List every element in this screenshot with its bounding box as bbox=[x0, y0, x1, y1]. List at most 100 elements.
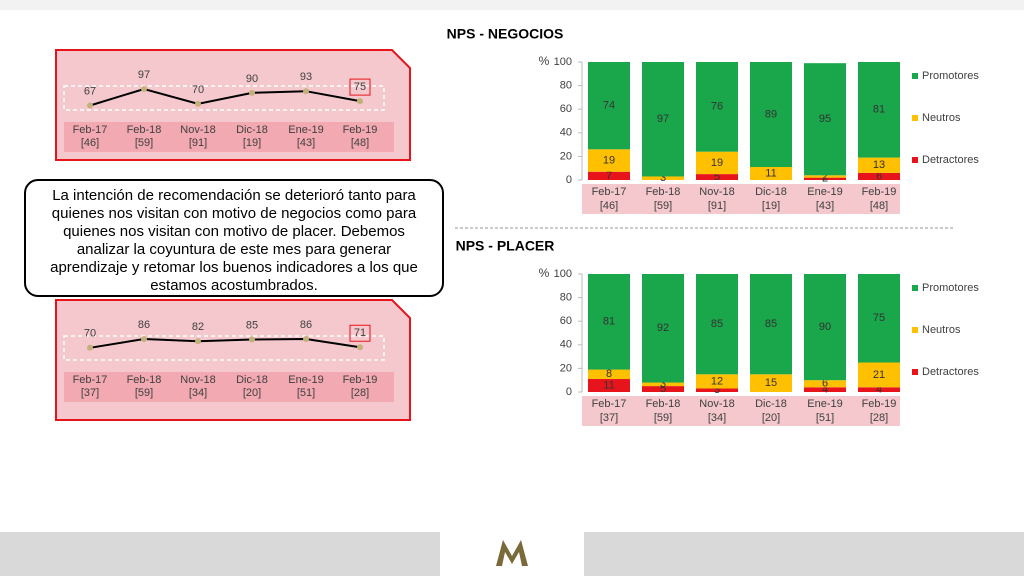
sample-size: [43] bbox=[297, 137, 315, 149]
x-tick-label: Ene-19 bbox=[288, 374, 323, 386]
data-label: 97 bbox=[138, 69, 150, 81]
y-tick-label: 20 bbox=[560, 150, 572, 162]
x-tick-label: Feb-18 bbox=[646, 398, 681, 410]
point bbox=[195, 100, 201, 107]
data-label: 3 bbox=[714, 384, 720, 396]
point bbox=[141, 86, 147, 92]
x-tick-label: Nov-18 bbox=[180, 124, 215, 136]
bar-segment bbox=[804, 380, 846, 388]
bar-segment bbox=[804, 177, 846, 180]
legend-swatch bbox=[912, 157, 918, 163]
sample-size: [37] bbox=[600, 412, 618, 424]
x-tick-label: Ene-19 bbox=[807, 398, 842, 410]
legend-swatch bbox=[912, 73, 918, 79]
point bbox=[249, 336, 255, 343]
data-label: 4 bbox=[822, 384, 828, 396]
bar-segment bbox=[588, 379, 630, 392]
legend-label: Promotores bbox=[922, 70, 979, 82]
data-label: 6 bbox=[876, 170, 882, 182]
sample-size: [48] bbox=[870, 200, 888, 212]
data-label: 75 bbox=[873, 312, 885, 324]
x-tick-label: Ene-19 bbox=[807, 186, 842, 198]
y-tick-label: 40 bbox=[560, 127, 572, 139]
chart-title: NPS - PLACER bbox=[456, 238, 555, 254]
chart-title: NPS - NEGOCIOS bbox=[447, 26, 564, 42]
sample-size: [91] bbox=[189, 137, 207, 149]
data-label: 11 bbox=[603, 379, 614, 391]
y-tick-label: 40 bbox=[560, 339, 572, 351]
bar-segment bbox=[696, 274, 738, 375]
category-band bbox=[64, 372, 394, 402]
data-label: 70 bbox=[192, 84, 204, 96]
bar-segment bbox=[642, 382, 684, 387]
bar-segment bbox=[858, 274, 900, 363]
point bbox=[357, 344, 363, 351]
logo-area bbox=[440, 532, 584, 576]
data-label: 86 bbox=[300, 319, 312, 331]
x-tick-label: Feb-17 bbox=[73, 124, 108, 136]
data-label: 2 bbox=[822, 173, 828, 185]
category-band bbox=[64, 122, 394, 152]
data-label: 85 bbox=[711, 318, 723, 330]
bar-segment bbox=[588, 369, 630, 380]
logo bbox=[496, 540, 528, 566]
x-tick-label: Ene-19 bbox=[288, 124, 323, 136]
x-tick-label: Nov-18 bbox=[699, 186, 734, 198]
bar-segment bbox=[588, 149, 630, 172]
y-tick-label: 20 bbox=[560, 362, 572, 374]
data-label: 19 bbox=[711, 157, 723, 169]
x-tick-label: Feb-19 bbox=[343, 374, 378, 386]
data-label: 89 bbox=[765, 108, 777, 120]
x-tick-label: Feb-17 bbox=[73, 374, 108, 386]
bar-segment bbox=[858, 362, 900, 388]
sample-size: [48] bbox=[351, 137, 369, 149]
x-tick-label: Dic-18 bbox=[236, 374, 268, 386]
point bbox=[357, 98, 363, 105]
top-band bbox=[0, 0, 1024, 10]
bar-segment bbox=[588, 274, 630, 370]
x-tick-label: Feb-18 bbox=[127, 374, 162, 386]
bar-segment bbox=[642, 176, 684, 180]
bar-segment bbox=[804, 175, 846, 178]
line bbox=[89, 337, 361, 349]
y-tick-label: 0 bbox=[566, 386, 572, 398]
point bbox=[249, 89, 255, 96]
data-label: 5 bbox=[714, 171, 720, 183]
x-tick-label: Feb-19 bbox=[343, 124, 378, 136]
data-label: 15 bbox=[765, 377, 777, 389]
dashed-box bbox=[63, 335, 385, 361]
x-tick-label: Feb-18 bbox=[646, 186, 681, 198]
y-tick-label: 80 bbox=[560, 80, 572, 92]
sample-size: [51] bbox=[297, 387, 315, 399]
sample-size: [28] bbox=[870, 412, 888, 424]
sample-size: [34] bbox=[189, 387, 207, 399]
category-band bbox=[582, 396, 900, 426]
bar-segment bbox=[750, 167, 792, 180]
y-axis-label: % bbox=[539, 54, 550, 68]
y-tick-label: 100 bbox=[554, 56, 572, 68]
data-label: 93 bbox=[300, 71, 312, 83]
data-label: 21 bbox=[873, 369, 885, 381]
data-label: 3 bbox=[660, 172, 666, 184]
data-label: 85 bbox=[246, 319, 258, 331]
data-label: 19 bbox=[603, 154, 615, 166]
bar-segment bbox=[858, 387, 900, 392]
data-label: 95 bbox=[819, 113, 831, 125]
category-band bbox=[582, 184, 900, 214]
data-label: 97 bbox=[657, 113, 669, 125]
legend-label: Neutros bbox=[922, 112, 961, 124]
bar-segment bbox=[588, 62, 630, 150]
data-label: 82 bbox=[192, 321, 204, 333]
highlight-box bbox=[349, 78, 371, 96]
sample-size: [91] bbox=[708, 200, 726, 212]
data-label: 8 bbox=[606, 368, 612, 380]
x-tick-label: Feb-19 bbox=[862, 186, 897, 198]
data-label: 74 bbox=[603, 100, 615, 112]
callout: La intención de recomendación se deterio… bbox=[24, 179, 444, 297]
bar-segment bbox=[804, 274, 846, 381]
sample-size: [19] bbox=[243, 137, 261, 149]
sample-size: [59] bbox=[654, 200, 672, 212]
sample-size: [20] bbox=[762, 412, 780, 424]
data-label: 67 bbox=[84, 85, 96, 97]
sample-size: [28] bbox=[351, 387, 369, 399]
